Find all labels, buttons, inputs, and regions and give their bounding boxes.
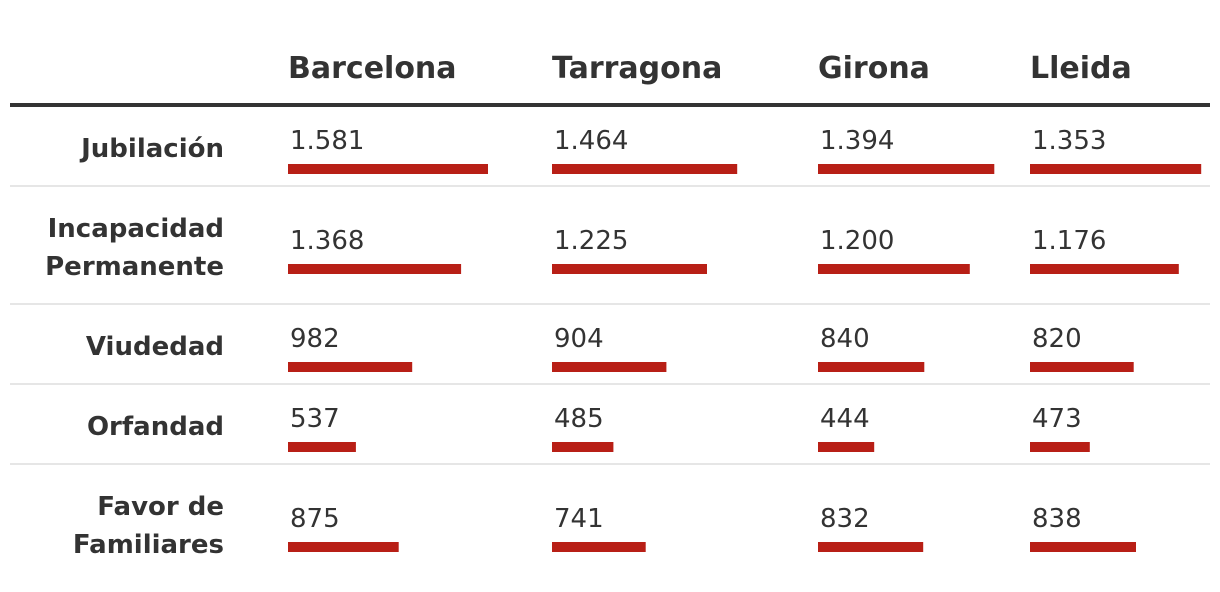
value-label: 473 (1032, 404, 1082, 434)
value-bar (1030, 362, 1134, 372)
value-label: 904 (554, 324, 604, 354)
value-bar (818, 442, 875, 452)
value-label: 485 (554, 404, 604, 434)
value-label: 444 (820, 404, 870, 434)
value-bar (552, 362, 667, 372)
value-bar (1030, 264, 1179, 274)
value-bar (552, 264, 707, 274)
value-bar (1030, 164, 1202, 174)
row-label-line: Orfandad (87, 412, 224, 442)
table-row: Incapacidad Permanente 1.368 1.225 1.200 1.17… (10, 214, 1210, 305)
row-label-line: Incapacidad (48, 214, 224, 244)
value-label: 1.368 (290, 226, 364, 256)
column-header-lleida: Lleida (1030, 51, 1132, 86)
value-label: 1.225 (554, 226, 628, 256)
row-label-line: Viudedad (86, 332, 224, 362)
row-label: Favor de Familiares (73, 492, 224, 560)
value-bar (288, 542, 399, 552)
value-label: 1.394 (820, 126, 894, 156)
table-row: Orfandad 537 485 444 473 (10, 404, 1210, 465)
value-label: 537 (290, 404, 340, 434)
value-label: 832 (820, 504, 870, 534)
row-label: Viudedad (86, 332, 224, 362)
value-bar (1030, 442, 1090, 452)
value-bar (288, 264, 462, 274)
value-label: 1.353 (1032, 126, 1106, 156)
table-row: Favor de Familiares 875 741 832 838 (73, 492, 1136, 560)
value-label: 741 (554, 504, 604, 534)
value-bar (288, 362, 413, 372)
column-header-tarragona: Tarragona (552, 51, 722, 86)
column-headers: Barcelona Tarragona Girona Lleida (288, 51, 1132, 86)
row-label-line: Jubilación (79, 134, 224, 164)
value-label: 1.464 (554, 126, 628, 156)
value-label: 838 (1032, 504, 1082, 534)
value-bar (818, 542, 924, 552)
value-label: 1.176 (1032, 226, 1106, 256)
value-bar (552, 442, 614, 452)
table-row: Viudedad 982 904 840 820 (10, 324, 1210, 385)
value-bar (552, 542, 646, 552)
row-label-line: Favor de (97, 492, 224, 522)
value-label: 1.200 (820, 226, 894, 256)
value-bar (818, 362, 925, 372)
value-label: 820 (1032, 324, 1082, 354)
value-label: 1.581 (290, 126, 364, 156)
row-label-line: Familiares (73, 530, 224, 560)
value-bar (288, 164, 488, 174)
row-label: Incapacidad Permanente (45, 214, 224, 282)
table-body: Jubilación 1.581 1.464 1.394 1.353 Incapacida… (10, 126, 1210, 560)
row-label-line: Permanente (45, 252, 224, 282)
value-bar (818, 264, 970, 274)
value-label: 840 (820, 324, 870, 354)
value-bar (288, 442, 356, 452)
value-label: 875 (290, 504, 340, 534)
row-label: Orfandad (87, 412, 224, 442)
column-header-girona: Girona (818, 51, 930, 86)
value-bar (818, 164, 995, 174)
row-label: Jubilación (79, 134, 224, 164)
value-bar (552, 164, 738, 174)
value-label: 982 (290, 324, 340, 354)
table-row: Jubilación 1.581 1.464 1.394 1.353 (10, 126, 1210, 187)
column-header-barcelona: Barcelona (288, 51, 457, 86)
value-bar (1030, 542, 1136, 552)
